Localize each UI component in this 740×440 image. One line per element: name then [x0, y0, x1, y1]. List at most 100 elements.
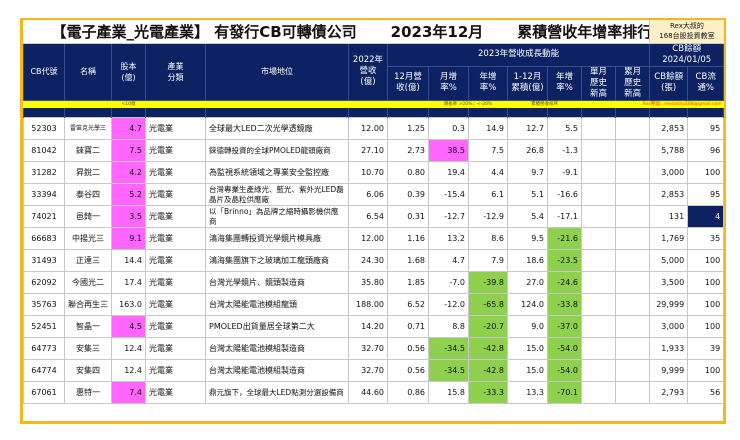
- ytd-cell: 27.0: [507, 271, 548, 294]
- author-badge: Rex大叔的 168台股投資教室: [649, 20, 724, 44]
- name-cell: 正達三: [64, 249, 112, 272]
- yoy-cell: -42.8: [468, 359, 508, 382]
- cum-high-cell: [614, 359, 651, 382]
- ytd-cell: 15.0: [507, 359, 548, 382]
- ytd-cell: 13.3: [507, 381, 548, 404]
- capital-cell: 17.4: [111, 271, 146, 294]
- cb-code-cell: 74021: [23, 205, 65, 228]
- position-cell: 鴻海集團旗下之玻璃加工龍頭廠商: [205, 249, 349, 272]
- position-cell: 全球最大LED二次光學透鏡廠: [205, 117, 349, 140]
- col-yoy: 年增率%: [468, 65, 508, 101]
- col-cb-balance: CB餘額(張): [649, 65, 689, 101]
- mom-cell: 19.4: [428, 161, 469, 184]
- title-left: 【電子產業_光電產業】 有發行CB可轉債公司: [51, 22, 357, 41]
- col-industry: 產業分類: [145, 42, 206, 101]
- table-row: 52451 智晶一 4.5 光電業 PMOLED出貨量居全球第二大 14.20 0.71 8.…: [23, 315, 725, 338]
- cb-float-cell: 39: [687, 337, 725, 360]
- cb-code-cell: 35763: [23, 293, 65, 316]
- ytd-yoy-cell: -24.6: [547, 271, 582, 294]
- title-ranking: 累積營收年增率排行: [517, 22, 650, 41]
- industry-cell: 光電業: [145, 117, 206, 140]
- cum-high-cell: [614, 337, 651, 360]
- cb-float-cell: 100: [687, 315, 725, 338]
- cum-high-cell: [614, 293, 651, 316]
- yoy-cell: -20.7: [468, 315, 508, 338]
- cb-balance-cell: 2,793: [649, 381, 689, 404]
- capital-cell: 12.4: [111, 337, 146, 360]
- capital-cell: 12.4: [111, 359, 146, 382]
- contact-note: Rex整理：rexdashu168@gmail.com: [581, 100, 724, 108]
- name-cell: 邑錡一: [64, 205, 112, 228]
- cb-code-cell: 31282: [23, 161, 65, 184]
- mom-cell: -34.5: [428, 337, 469, 360]
- ytd-yoy-cell: -37.0: [547, 315, 582, 338]
- col-ytd: 1-12月累積(億): [507, 65, 548, 101]
- industry-cell: 光電業: [145, 381, 206, 404]
- table-row: 31493 正達三 14.4 光電業 鴻海集團旗下之玻璃加工龍頭廠商 24.30 1.68 4…: [23, 249, 725, 272]
- capital-cell: 3.5: [111, 205, 146, 228]
- dec-revenue-cell: 0.56: [387, 359, 429, 382]
- table-row: 66683 中揚光三 9.1 光電業 鴻海集團轉投資光學鏡片模具廠 12.00 1.16 13…: [23, 227, 725, 250]
- position-cell: 錸德轉投資的全球PMOLED龍頭廠商: [205, 139, 349, 162]
- month-high-cell: [581, 359, 616, 382]
- col-capital: 股本(億): [111, 42, 146, 101]
- industry-cell: 光電業: [145, 293, 206, 316]
- cum-high-cell: [614, 139, 651, 162]
- cb-float-cell: 100: [687, 359, 725, 382]
- yoy-cell: 14.9: [468, 117, 508, 140]
- month-high-cell: [581, 227, 616, 250]
- yoy-cell: 7.5: [468, 139, 508, 162]
- ytd-cell: 9.5: [507, 227, 548, 250]
- name-cell: 今國光二: [64, 271, 112, 294]
- cb-balance-cell: 5,000: [649, 249, 689, 272]
- ytd-yoy-cell: -1.3: [547, 139, 582, 162]
- cb-code-cell: 81042: [23, 139, 65, 162]
- yoy-cell: -65.8: [468, 293, 508, 316]
- cb-float-cell: 56: [687, 381, 725, 404]
- cb-float-cell: 95: [687, 183, 725, 206]
- growth-note: 增長率 >20%；<-20%: [428, 100, 508, 108]
- ytd-yoy-cell: 5.5: [547, 117, 582, 140]
- month-high-cell: [581, 183, 616, 206]
- position-cell: 台灣專業生產綠光、藍光、紫外光LED磊晶片及晶粒供應廠: [205, 183, 349, 206]
- cb-float-cell: 100: [687, 293, 725, 316]
- ytd-yoy-cell: -9.1: [547, 161, 582, 184]
- cb-float-cell: 100: [687, 161, 725, 184]
- industry-cell: 光電業: [145, 161, 206, 184]
- month-high-cell: [581, 315, 616, 338]
- name-cell: 錸寶二: [64, 139, 112, 162]
- cb-code-cell: 33394: [23, 183, 65, 206]
- cb-ranking-table: 【電子產業_光電產業】 有發行CB可轉債公司 2023年12月 累積營收年增率排行 …: [23, 20, 725, 404]
- report-frame: 【電子產業_光電產業】 有發行CB可轉債公司 2023年12月 累積營收年增率排行 …: [20, 18, 726, 424]
- capital-cell: 14.4: [111, 249, 146, 272]
- cb-float-cell: 35: [687, 227, 725, 250]
- ytd-yoy-cell: -70.1: [547, 381, 582, 404]
- cb-balance-cell: 3,000: [649, 315, 689, 338]
- yoy-cell: -33.3: [468, 381, 508, 404]
- position-cell: 為監視系統領域之專業安全監控廠: [205, 161, 349, 184]
- industry-cell: 光電業: [145, 271, 206, 294]
- position-cell: 鼎元旗下，全球最大LED點測分選設備商: [205, 381, 349, 404]
- badge-line1: Rex大叔的: [669, 22, 704, 31]
- ytd-cell: 5.4: [507, 205, 548, 228]
- capital-note: <10億: [111, 100, 146, 108]
- cb-balance-cell: 1,769: [649, 227, 689, 250]
- mom-cell: 0.3: [428, 117, 469, 140]
- mom-cell: -15.4: [428, 183, 469, 206]
- yoy-cell: -12.9: [468, 205, 508, 228]
- cb-float-cell: 100: [687, 249, 725, 272]
- table-row: 52303 雷笛克光學三 4.7 光電業 全球最大LED二次光學透鏡廠 12.00 1.25…: [23, 117, 725, 140]
- cum-high-cell: [614, 315, 651, 338]
- position-cell: 鴻海集團轉投資光學鏡片模具廠: [205, 227, 349, 250]
- group-cb-balance: CB餘額 2024/01/05: [649, 42, 725, 67]
- mom-cell: -12.0: [428, 293, 469, 316]
- rev-2022-cell: 12.00: [348, 117, 388, 140]
- dec-revenue-cell: 1.68: [387, 249, 429, 272]
- month-high-cell: [581, 139, 616, 162]
- cb-balance-cell: 131: [649, 205, 689, 228]
- capital-cell: 4.5: [111, 315, 146, 338]
- rev-2022-cell: 24.30: [348, 249, 388, 272]
- cum-high-cell: [614, 183, 651, 206]
- cb-balance-cell: 1,933: [649, 337, 689, 360]
- table-row: 67061 惠特一 7.4 光電業 鼎元旗下，全球最大LED點測分選設備商 44.60 0.…: [23, 381, 725, 404]
